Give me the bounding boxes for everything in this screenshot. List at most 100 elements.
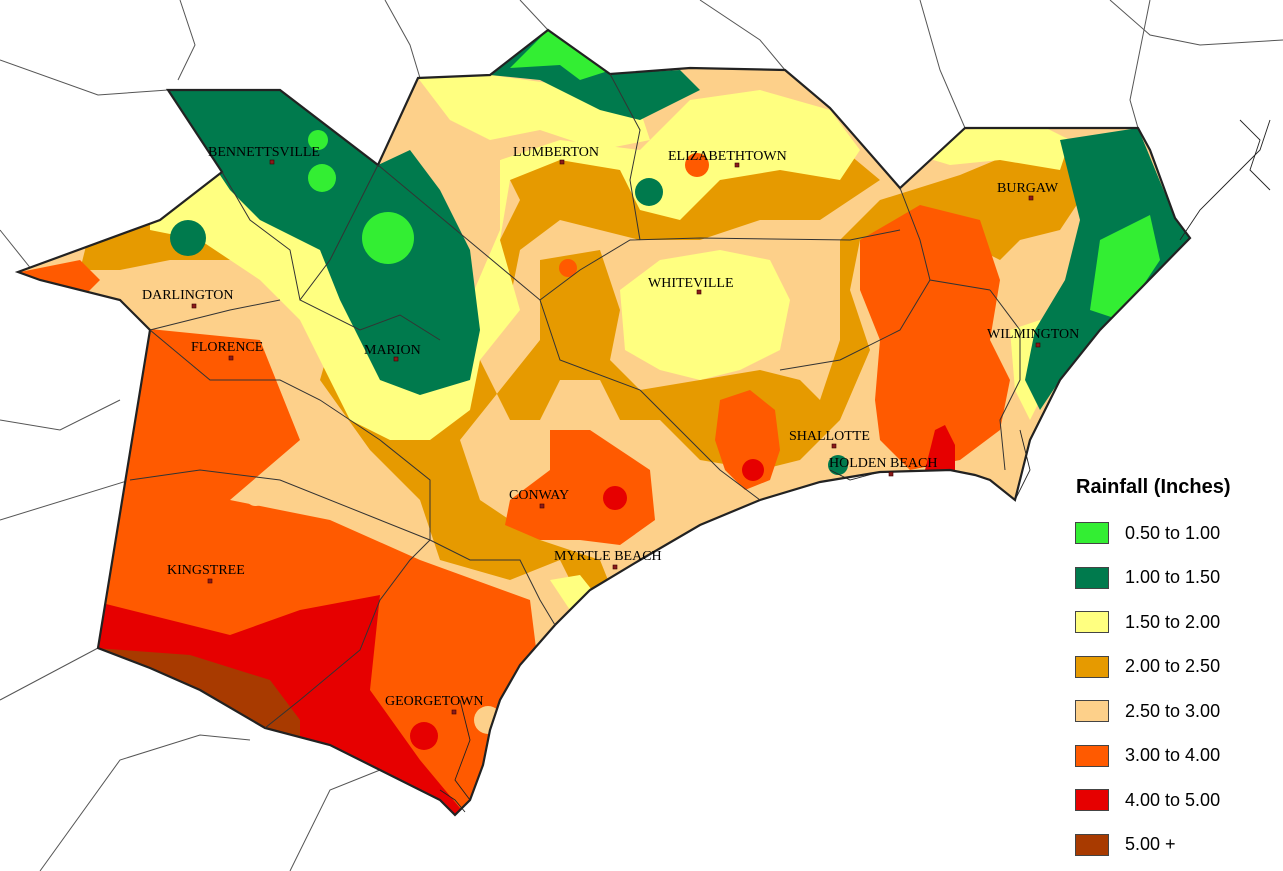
city-shallotte: SHALLOTTE <box>789 429 870 449</box>
city-dot <box>696 289 702 295</box>
legend: Rainfall (Inches) 0.50 to 1.00 1.00 to 1… <box>1062 476 1278 867</box>
city-dot <box>831 443 837 449</box>
city-dot <box>393 356 399 362</box>
city-bennettsville: BENNETTSVILLE <box>208 145 320 165</box>
legend-item: 3.00 to 4.00 <box>1062 734 1278 779</box>
zone-4-5-spot-a <box>603 486 627 510</box>
city-label: GEORGETOWN <box>385 694 484 709</box>
city-darlington: DARLINGTON <box>142 288 234 309</box>
city-dot <box>888 471 894 477</box>
zone-1-1_5-spot-c <box>828 455 848 475</box>
zone-1-1_5-spot-a <box>170 220 206 256</box>
legend-label: 2.00 to 2.50 <box>1125 656 1221 677</box>
zone-3-4-wilmington <box>860 205 1010 470</box>
city-label: BENNETTSVILLE <box>208 145 320 160</box>
zone-4-5-spot-c <box>925 425 955 470</box>
city-whiteville: WHITEVILLE <box>648 276 734 295</box>
city-dot <box>451 709 457 715</box>
legend-swatch <box>1075 611 1109 634</box>
city-wilmington: WILMINGTON <box>987 327 1079 348</box>
city-label: MYRTLE BEACH <box>554 549 662 564</box>
city-label: FLORENCE <box>191 340 263 355</box>
legend-swatch <box>1075 566 1109 589</box>
city-label: DARLINGTON <box>142 288 234 303</box>
city-dot <box>612 564 618 570</box>
city-burgaw: BURGAW <box>997 181 1059 201</box>
city-elizabethtown: ELIZABETHTOWN <box>668 149 787 168</box>
city-holden-beach: HOLDEN BEACH <box>829 456 938 477</box>
legend-label: 2.50 to 3.00 <box>1125 700 1221 721</box>
legend-label: 4.00 to 5.00 <box>1125 789 1221 810</box>
city-dot <box>1028 195 1034 201</box>
zone-1-1_5-spot-b <box>635 178 663 206</box>
zone-0_5-1-spot-a <box>362 212 414 264</box>
city-kingstree: KINGSTREE <box>167 563 245 584</box>
legend-label: 5.00 + <box>1125 834 1176 855</box>
legend-label: 1.50 to 2.00 <box>1125 611 1221 632</box>
city-label: MARION <box>364 343 421 358</box>
city-label: BURGAW <box>997 181 1059 196</box>
zone-0_5-1-coast <box>1090 215 1160 320</box>
zone-3-4-conway <box>505 430 655 545</box>
county-lines <box>129 73 1021 729</box>
city-dot <box>228 355 234 361</box>
city-dot <box>1035 342 1041 348</box>
region-outline <box>14 28 1192 817</box>
city-label: WILMINGTON <box>987 327 1079 342</box>
city-label: CONWAY <box>509 488 569 503</box>
city-myrtle-beach: MYRTLE BEACH <box>554 549 662 570</box>
city-lumberton: LUMBERTON <box>513 145 599 165</box>
city-label: SHALLOTTE <box>789 429 870 444</box>
zone-3-4-spot-f <box>685 153 709 177</box>
city-label: ELIZABETHTOWN <box>668 149 787 164</box>
city-label: LUMBERTON <box>513 145 599 160</box>
legend-swatch <box>1075 833 1109 856</box>
city-markers: BENNETTSVILLE LUMBERTON ELIZABETHTOWN BU… <box>142 145 1079 715</box>
legend-swatch <box>1075 700 1109 723</box>
legend-label: 3.00 to 4.00 <box>1125 745 1221 766</box>
zone-0_5-1-spot-b <box>308 164 336 192</box>
city-georgetown: GEORGETOWN <box>385 694 484 715</box>
city-marion: MARION <box>364 343 421 362</box>
zone-4-5-spot-d <box>410 722 438 750</box>
city-florence: FLORENCE <box>191 340 263 361</box>
legend-swatch <box>1075 655 1109 678</box>
city-label: WHITEVILLE <box>648 276 734 291</box>
legend-label: 1.00 to 1.50 <box>1125 567 1221 588</box>
city-dot <box>269 159 275 165</box>
legend-item: 5.00 + <box>1062 823 1278 868</box>
coastal-detail <box>439 119 1271 813</box>
city-dot <box>539 503 545 509</box>
city-label: KINGSTREE <box>167 563 245 578</box>
zone-3-4-shallotte <box>715 390 780 490</box>
zone-3-4-spot-e <box>559 259 577 277</box>
zone-2_5-3-spot-a <box>244 482 268 506</box>
legend-title: Rainfall (Inches) <box>1076 476 1231 498</box>
legend-item: 2.50 to 3.00 <box>1062 689 1278 734</box>
legend-item: 2.00 to 2.50 <box>1062 645 1278 690</box>
legend-label: 0.50 to 1.00 <box>1125 522 1221 543</box>
city-label: HOLDEN BEACH <box>829 456 938 471</box>
zone-2_5-3-spot-b <box>474 706 502 734</box>
legend-swatch <box>1075 522 1109 545</box>
city-dot <box>191 303 197 309</box>
zone-0_5-1-spot-c <box>308 130 328 150</box>
zone-1_5-2-whiteville <box>620 250 790 380</box>
zone-1_5-2-north <box>150 90 860 440</box>
legend-item: 1.50 to 2.00 <box>1062 600 1278 645</box>
zone-1-1_5-northwest <box>168 90 480 395</box>
city-conway: CONWAY <box>509 488 569 509</box>
city-dot <box>207 578 213 584</box>
legend-swatch <box>1075 744 1109 767</box>
legend-item: 0.50 to 1.00 <box>1062 511 1278 556</box>
zone-4-5-spot-b <box>742 459 764 481</box>
legend-item: 1.00 to 1.50 <box>1062 556 1278 601</box>
legend-item: 4.00 to 5.00 <box>1062 778 1278 823</box>
city-dot <box>559 159 565 165</box>
zone-2-2_5-band <box>80 110 1080 610</box>
legend-swatch <box>1075 789 1109 812</box>
